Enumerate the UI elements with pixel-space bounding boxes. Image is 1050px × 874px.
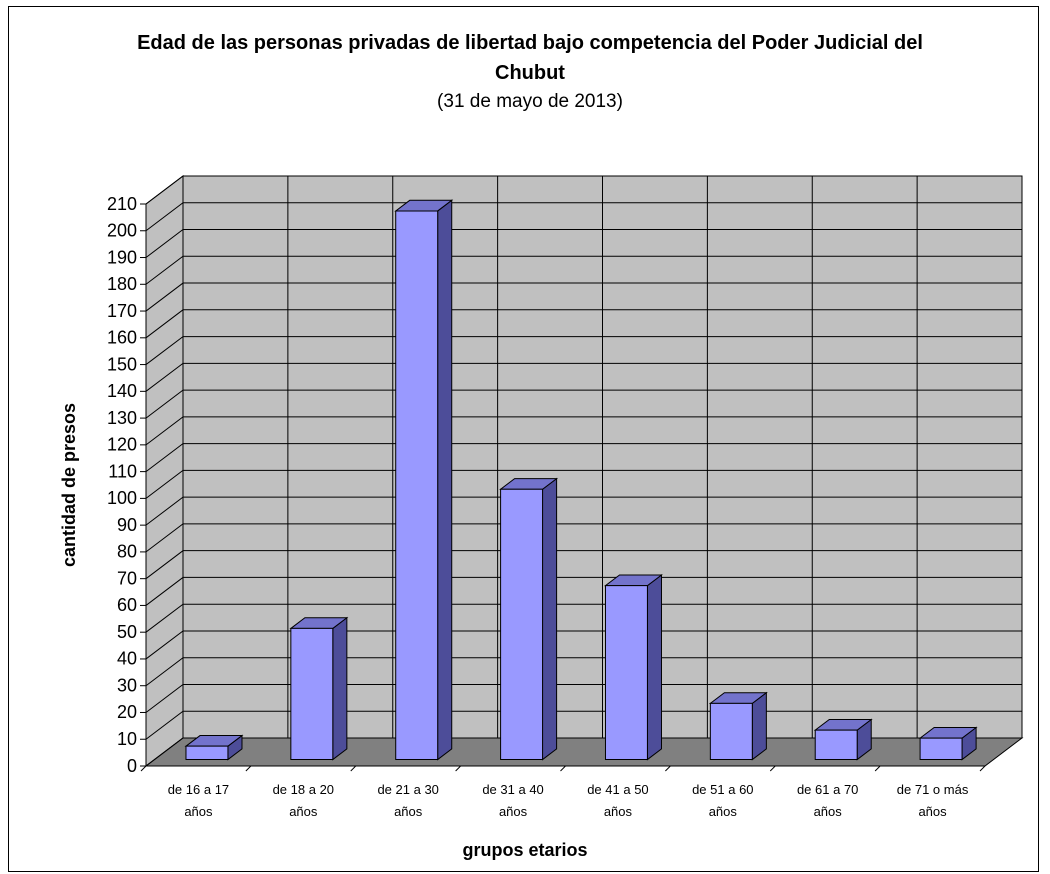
grid-line xyxy=(145,229,1022,258)
bar-side xyxy=(542,477,558,761)
y-tick-label: 160 xyxy=(107,328,137,348)
x-tick xyxy=(245,765,252,772)
grid-line xyxy=(145,282,1022,312)
grid-line xyxy=(145,443,1022,473)
bar xyxy=(814,729,858,761)
grid-line xyxy=(145,336,1022,365)
bar xyxy=(500,488,544,761)
y-tick-label: 180 xyxy=(107,274,137,294)
grid-line xyxy=(145,469,1022,499)
y-axis-label: cantidad de presos xyxy=(59,403,79,567)
y-tick-label: 120 xyxy=(107,435,137,455)
y-tick-label: 190 xyxy=(107,247,137,267)
y-tick-label: 10 xyxy=(117,729,137,749)
grid-line xyxy=(145,309,1022,339)
y-tick-label: 0 xyxy=(127,756,137,776)
grid-line xyxy=(145,603,1022,633)
bar xyxy=(185,745,229,761)
y-tick-label: 140 xyxy=(107,381,137,401)
bar-side xyxy=(751,691,767,761)
x-tick xyxy=(769,765,776,772)
grid-line xyxy=(145,389,1022,419)
y-tick-label: 150 xyxy=(107,354,137,374)
bar-side xyxy=(437,199,453,761)
x-tick-label: de 31 a 40 años xyxy=(482,782,544,819)
grid-line xyxy=(145,523,1022,553)
x-tick-label: de 71 o más años xyxy=(896,782,969,819)
x-tick xyxy=(560,765,566,772)
bar xyxy=(604,585,648,761)
bar xyxy=(290,627,334,761)
y-tick-label: 170 xyxy=(107,301,137,321)
y-tick-label: 30 xyxy=(117,675,137,695)
x-tick xyxy=(455,765,461,772)
y-tick-label: 110 xyxy=(108,461,137,481)
grid-line xyxy=(145,202,1022,232)
x-tick-label: de 18 a 20 años xyxy=(272,782,335,819)
x-tick xyxy=(874,765,881,772)
floor xyxy=(144,737,1024,767)
x-tick xyxy=(140,765,147,772)
bar-side xyxy=(332,616,348,761)
x-tick-label: de 51 a 60 años xyxy=(692,782,754,819)
grid-line xyxy=(145,576,1022,606)
y-tick-label: 20 xyxy=(117,702,137,722)
x-tick xyxy=(979,765,986,772)
y-tick-label: 70 xyxy=(117,568,137,588)
y-tick-label: 60 xyxy=(117,595,137,615)
y-tick-label: 130 xyxy=(107,408,137,428)
grid-line xyxy=(145,550,1022,580)
x-tick-label: de 41 a 50 años xyxy=(587,782,649,819)
chart-title: Edad de las personas privadas de liberta… xyxy=(137,32,923,84)
y-tick-label: 40 xyxy=(117,649,137,669)
bar xyxy=(709,702,753,761)
y-tick-label: 200 xyxy=(107,221,137,241)
y-tick-label: 90 xyxy=(117,515,137,535)
x-axis-label: grupos etarios xyxy=(462,840,588,860)
grid-line xyxy=(145,175,1022,205)
y-tick-label: 80 xyxy=(117,542,137,562)
x-tick xyxy=(350,765,357,772)
grid-line xyxy=(145,683,1022,713)
grid-line xyxy=(145,416,1022,446)
bar-side xyxy=(646,573,662,761)
chart-subtitle: (31 de mayo de 2013) xyxy=(437,91,623,112)
x-tick-label: de 21 a 30 años xyxy=(377,782,439,819)
x-tick-label: de 16 a 17 años xyxy=(167,782,230,819)
bar xyxy=(395,210,439,761)
grid-line xyxy=(145,657,1022,687)
chart-frame xyxy=(8,6,1039,872)
x-tick xyxy=(665,765,671,772)
grid-line xyxy=(145,496,1022,526)
bar xyxy=(919,737,963,761)
x-tick-label: de 61 a 70 años xyxy=(796,782,859,819)
y-tick-label: 50 xyxy=(117,622,137,642)
grid-line xyxy=(145,362,1022,392)
y-tick-label: 210 xyxy=(107,194,137,214)
grid-line xyxy=(145,255,1022,285)
side-wall xyxy=(145,174,184,768)
grid-line xyxy=(145,630,1022,660)
y-tick-label: 100 xyxy=(107,488,137,508)
